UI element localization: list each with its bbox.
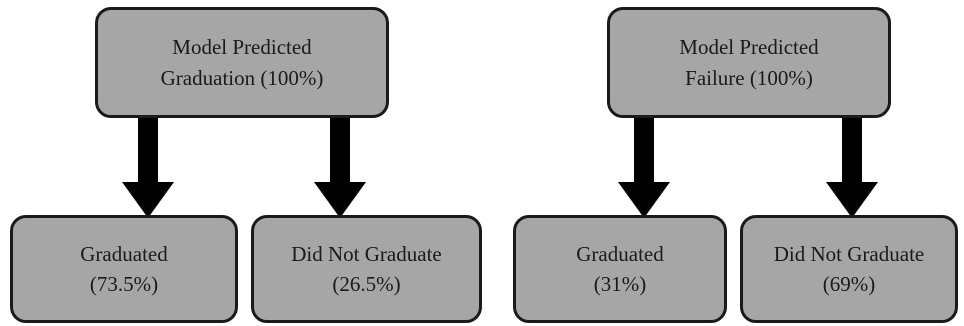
child-box-line2: (73.5%) xyxy=(89,272,159,296)
down-arrow-icon xyxy=(314,118,366,218)
down-arrow-icon xyxy=(618,118,670,218)
down-arrow-icon xyxy=(122,118,174,218)
child-box-line2: (26.5%) xyxy=(332,272,401,296)
child-box-did-not-graduate: Did Not Graduate (69%) xyxy=(740,215,958,323)
child-box-line1: Graduated xyxy=(80,241,168,266)
child-box-graduated: Graduated (73.5%) xyxy=(10,215,238,323)
parent-box-predicted-graduation: Model Predicted Graduation (100%) xyxy=(95,7,389,118)
parent-box-line1: Model Predicted xyxy=(679,35,819,60)
down-arrow-icon xyxy=(826,118,878,218)
parent-box-line1: Model Predicted xyxy=(172,35,312,60)
child-box-line1: Did Not Graduate xyxy=(773,241,925,266)
child-box-line2: (69%) xyxy=(822,272,876,296)
child-box-did-not-graduate: Did Not Graduate (26.5%) xyxy=(251,215,482,323)
child-box-line1: Graduated xyxy=(576,241,664,266)
child-box-line2: (31%) xyxy=(593,272,647,296)
parent-box-line2: Graduation (100%) xyxy=(160,65,324,90)
child-box-graduated: Graduated (31%) xyxy=(513,215,727,323)
child-box-line1: Did Not Graduate xyxy=(291,241,442,266)
parent-box-predicted-failure: Model Predicted Failure (100%) xyxy=(607,7,891,118)
parent-box-line2: Failure (100%) xyxy=(685,65,813,90)
